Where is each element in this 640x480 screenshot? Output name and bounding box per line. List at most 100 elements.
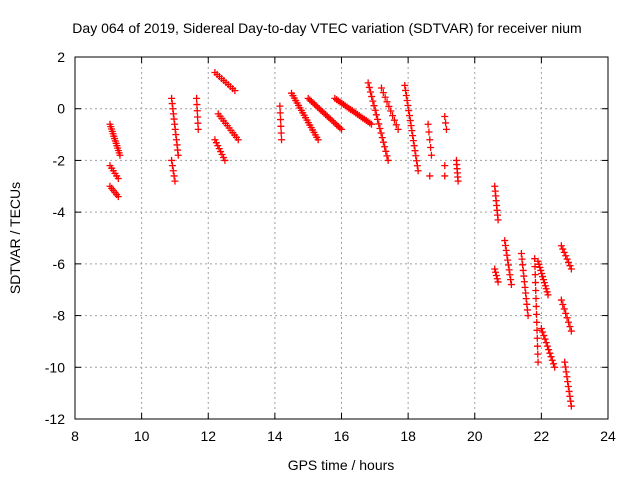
data-point [561,363,569,371]
data-point [384,156,392,164]
data-point [408,127,416,135]
data-point [535,260,543,268]
data-point [365,83,373,91]
x-tick-label: 8 [71,428,79,444]
data-point [531,279,539,287]
data-point [374,115,382,123]
data-point [405,107,413,115]
data-point [394,125,402,133]
data-point [387,107,395,115]
data-point [559,245,567,253]
data-point [375,120,383,128]
data-point [409,137,417,145]
data-point [563,314,571,322]
data-point [493,275,501,283]
data-point [174,151,182,159]
y-tick-labels: 2 0 -2 -4 -6 -8 -10 -12 [45,49,65,427]
data-point [565,258,573,266]
data-point [557,242,565,250]
data-point [544,291,552,299]
data-point [405,112,413,120]
data-point [392,121,400,129]
data-point [542,285,550,293]
data-point [194,113,202,121]
data-point [534,342,542,350]
data-point [370,102,378,110]
data-point [524,312,532,320]
data-point [534,358,542,366]
y-tick-label: 2 [57,49,65,65]
data-point [547,353,555,361]
data-point [169,167,177,175]
data-point [442,125,450,133]
data-point [566,323,574,331]
data-point [564,383,572,391]
data-point [409,132,417,140]
data-point [371,106,379,114]
data-point [116,151,124,159]
data-point [377,84,385,92]
data-point [314,136,322,144]
data-point [538,269,546,277]
data-point [533,326,541,334]
data-point [376,124,384,132]
data-point [442,119,450,127]
x-tick-label: 20 [467,428,483,444]
data-point [533,334,541,342]
data-point [531,263,539,271]
data-point [277,129,285,137]
data-point [385,102,393,110]
data-point [546,349,554,357]
data-point [404,102,412,110]
data-point [413,157,421,165]
data-point [168,156,176,164]
data-point [567,402,575,410]
axis-ticks [74,56,609,420]
data-point [171,177,179,185]
y-tick-label: -2 [53,152,66,168]
data-point [410,142,418,150]
data-point [381,93,389,101]
data-point [502,246,510,254]
data-point [368,93,376,101]
x-axis-label: GPS time / hours [288,457,395,473]
data-point [168,162,176,170]
y-tick-label: -8 [53,308,66,324]
data-point [379,89,387,97]
data-point [549,360,557,368]
data-point [389,112,397,120]
data-point [441,162,449,170]
data-point [501,241,509,249]
y-tick-label: -6 [53,256,66,272]
data-point [194,119,202,127]
data-point [507,281,515,289]
data-point [193,94,201,102]
data-point [193,101,201,109]
data-point [494,216,502,224]
data-point [534,350,542,358]
data-point [564,378,572,386]
data-point [504,256,512,264]
x-tick-label: 16 [334,428,350,444]
data-point [560,305,568,313]
data-point [406,117,414,125]
data-point [278,136,286,144]
x-tick-label: 14 [267,428,283,444]
data-point [567,397,575,405]
data-point [545,346,553,354]
x-tick-labels: 8 10 12 14 16 18 20 22 24 [71,428,616,444]
data-point [412,152,420,160]
data-point [402,91,410,99]
data-point [539,276,547,284]
data-point [276,109,284,117]
data-point [382,147,390,155]
x-tick-label: 24 [600,428,616,444]
data-point [551,363,559,371]
data-point [542,339,550,347]
data-point [425,128,433,136]
data-point [548,356,556,364]
data-point [367,120,375,128]
data-point [114,175,122,183]
data-point [383,152,391,160]
data-point [402,86,410,94]
